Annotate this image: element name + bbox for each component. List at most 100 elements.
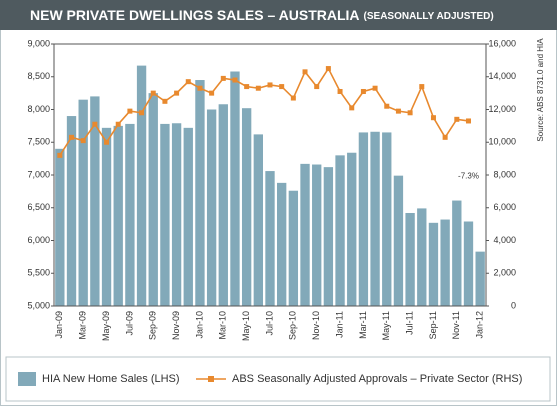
bar <box>66 116 77 306</box>
line-marker <box>465 118 471 124</box>
x-tick-label: Sep-09 <box>148 311 158 340</box>
bar <box>463 221 474 306</box>
line-marker <box>349 105 355 111</box>
y-tick-label: 7,000 <box>27 169 50 179</box>
bar <box>253 134 263 306</box>
line-marker <box>80 138 86 144</box>
legend-label: HIA New Home Sales (LHS) <box>42 373 180 385</box>
annotation: -7.3% <box>458 172 479 181</box>
x-tick-label: Jul-09 <box>124 311 134 336</box>
line-marker <box>244 84 250 90</box>
bar <box>160 123 170 306</box>
bar <box>347 152 357 306</box>
bar <box>323 167 334 306</box>
y-tick-label: 8,000 <box>27 104 50 114</box>
line-marker <box>232 77 238 83</box>
legend-marker <box>208 376 214 382</box>
bar <box>358 132 369 306</box>
x-tick-label: Jan-09 <box>54 311 64 339</box>
y2-tick-label: 4,000 <box>493 235 516 245</box>
bar <box>335 155 345 306</box>
line-marker <box>255 85 261 91</box>
bar <box>171 123 182 306</box>
bar <box>277 182 287 306</box>
bar <box>206 109 217 306</box>
bar <box>230 71 240 306</box>
x-tick-label: Jan-11 <box>334 311 344 338</box>
y-tick-label: 7,500 <box>27 137 50 147</box>
bar <box>300 163 310 306</box>
bar <box>125 123 135 306</box>
bar <box>241 108 252 306</box>
bar <box>136 65 147 307</box>
line-marker <box>197 85 203 91</box>
bar <box>428 222 439 306</box>
bar <box>393 175 404 306</box>
bar <box>405 212 415 306</box>
line-marker <box>139 110 145 116</box>
line-marker <box>442 134 448 140</box>
line-marker <box>104 139 110 145</box>
line-marker <box>150 90 156 96</box>
y2-tick-label: 8,000 <box>493 169 516 179</box>
x-tick-label: Nov-10 <box>311 311 321 340</box>
y-tick-label: 5,500 <box>27 268 50 278</box>
y2-tick-label: 2,000 <box>493 268 516 278</box>
line-marker <box>92 121 98 127</box>
title-main: NEW PRIVATE DWELLINGS SALES – AUSTRALIA <box>30 7 360 23</box>
y2-tick-label: 12,000 <box>488 104 516 114</box>
bar <box>288 190 299 306</box>
x-tick-label: Jul-10 <box>264 311 274 336</box>
x-tick-label: Mar-11 <box>358 311 368 339</box>
chart-title: NEW PRIVATE DWELLINGS SALES – AUSTRALIA (… <box>30 7 494 23</box>
y-tick-label: 8,500 <box>27 71 50 81</box>
x-tick-label: May-10 <box>241 311 251 341</box>
bar <box>452 200 462 306</box>
x-tick-label: Sep-11 <box>428 311 438 339</box>
title-banner <box>0 0 557 30</box>
y-tick-label: 6,500 <box>27 202 50 212</box>
bar <box>218 104 228 306</box>
bar <box>113 125 123 306</box>
line-marker <box>360 88 366 94</box>
y2-tick-label: 6,000 <box>493 202 516 212</box>
line-marker <box>174 90 180 96</box>
line-marker <box>220 75 226 81</box>
y-tick-label: 9,000 <box>27 38 50 48</box>
bar <box>382 132 392 306</box>
bar <box>148 93 158 306</box>
line-marker <box>419 84 425 90</box>
chart-subtitle: (SEASONALLY ADJUSTED) <box>364 11 494 22</box>
line-marker <box>454 116 460 122</box>
bar <box>475 251 485 306</box>
bar <box>370 131 380 306</box>
y-tick-label: 5,000 <box>27 300 50 310</box>
line-marker <box>395 108 401 114</box>
line-marker <box>57 152 63 158</box>
line-marker <box>69 134 75 140</box>
source-note: Source: ABS 8731.0 and HIA <box>536 38 545 142</box>
x-tick-label: Jul-11 <box>404 311 414 335</box>
line-marker <box>407 110 413 116</box>
x-tick-label: May-09 <box>101 311 111 341</box>
bar <box>195 80 205 307</box>
y2-tick-label: 14,000 <box>488 71 516 81</box>
x-tick-label: Jan-10 <box>194 311 204 339</box>
line-marker <box>267 82 273 88</box>
bar <box>440 219 450 306</box>
line-marker <box>279 84 285 90</box>
line-marker <box>325 66 331 72</box>
line-marker <box>384 103 390 109</box>
x-tick-label: May-11 <box>381 311 391 340</box>
bar <box>417 208 427 306</box>
line-marker <box>127 108 133 114</box>
plot-frame <box>53 43 487 307</box>
line-marker <box>337 88 343 94</box>
line-marker <box>372 85 378 91</box>
y2-tick-label: 0 <box>511 300 516 310</box>
x-tick-label: Sep-10 <box>288 311 298 340</box>
legend-box <box>5 356 551 402</box>
x-tick-label: Mar-10 <box>218 311 228 340</box>
line-marker <box>162 98 168 104</box>
